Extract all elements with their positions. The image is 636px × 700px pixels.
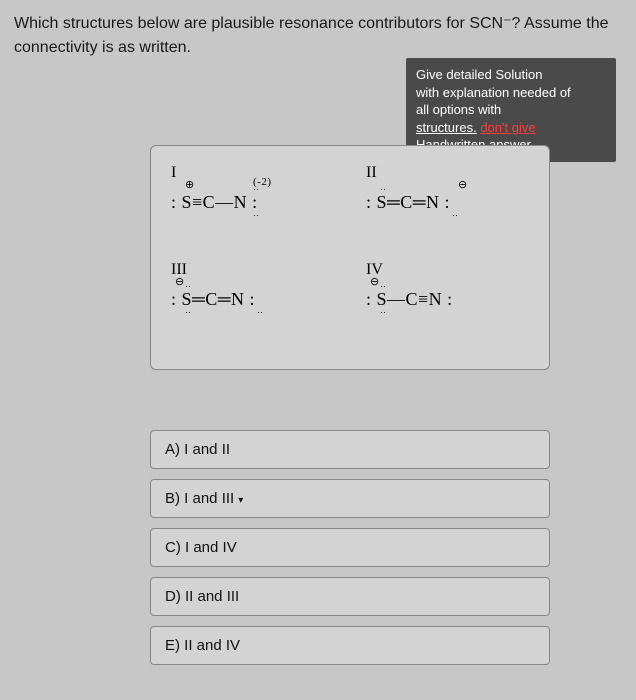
structure-iv-dots-s2: ‥ [380,305,387,316]
structures-panel: I ⊕ (-2) : S≡C—N : ‥ ‥ II ⊖ ‥ : S═C═N : … [150,145,550,370]
question-text: Which structures below are plausible res… [0,0,636,60]
note-line4a: structures. [416,120,477,135]
structure-i-dots-n: ‥ [253,208,260,219]
structure-i-formula: ⊕ (-2) : S≡C—N : ‥ ‥ [171,192,258,213]
structure-iii-charge-s: ⊖ [175,275,185,288]
option-d[interactable]: D) II and III [150,577,550,616]
structure-iv: IV ⊖ ‥ : S—C≡N : ‥ [366,261,453,310]
option-e[interactable]: E) II and IV [150,626,550,665]
option-a[interactable]: A) I and II [150,430,550,469]
option-b-label: B) I and III [165,490,234,507]
structure-iv-formula: ⊖ ‥ : S—C≡N : ‥ [366,289,453,310]
structure-iii-dots-s: ‥ [185,279,192,290]
structure-ii-charge-n: ⊖ [458,178,468,191]
structure-i-charge-s: ⊕ [185,178,195,191]
structure-iii: III ⊖ ‥ : S═C═N : ‥ ‥ [171,261,255,310]
structure-iv-charge-s: ⊖ [370,275,380,288]
structure-iii-formula: ⊖ ‥ : S═C═N : ‥ ‥ [171,289,255,310]
option-c-label: C) I and IV [165,539,237,556]
note-line2: with explanation needed of [416,84,606,102]
structure-ii-formula: ⊖ ‥ : S═C═N : ‥ [366,192,450,213]
option-c[interactable]: C) I and IV [150,528,550,567]
option-d-label: D) II and III [165,588,239,605]
structure-i: I ⊕ (-2) : S≡C—N : ‥ ‥ [171,164,258,213]
dropdown-icon: ▾ [238,495,243,506]
question-line1: Which structures below are plausible res… [14,15,609,32]
structure-i-dots-n2: ‥ [253,182,260,193]
structure-ii: II ⊖ ‥ : S═C═N : ‥ [366,164,450,213]
note-line1: Give detailed Solution [416,66,606,84]
structure-iii-dots-s2: ‥ [185,305,192,316]
option-a-label: A) I and II [165,441,230,458]
structure-i-label: I [171,164,258,182]
note-line4b: don't give [480,120,535,135]
option-e-label: E) II and IV [165,637,240,654]
structure-ii-dots-s: ‥ [380,182,387,193]
structure-ii-dots-n: ‥ [452,208,459,219]
option-b[interactable]: B) I and III ▾ [150,479,550,518]
structure-iii-dots-n: ‥ [257,305,264,316]
question-line2: connectivity is as written. [14,39,191,56]
answer-options: A) I and II B) I and III ▾ C) I and IV D)… [150,430,550,675]
structure-ii-label: II [366,164,450,182]
note-line3: all options with [416,101,606,119]
structure-iv-dots-s: ‥ [380,279,387,290]
note-line4: structures. don't give [416,119,606,137]
